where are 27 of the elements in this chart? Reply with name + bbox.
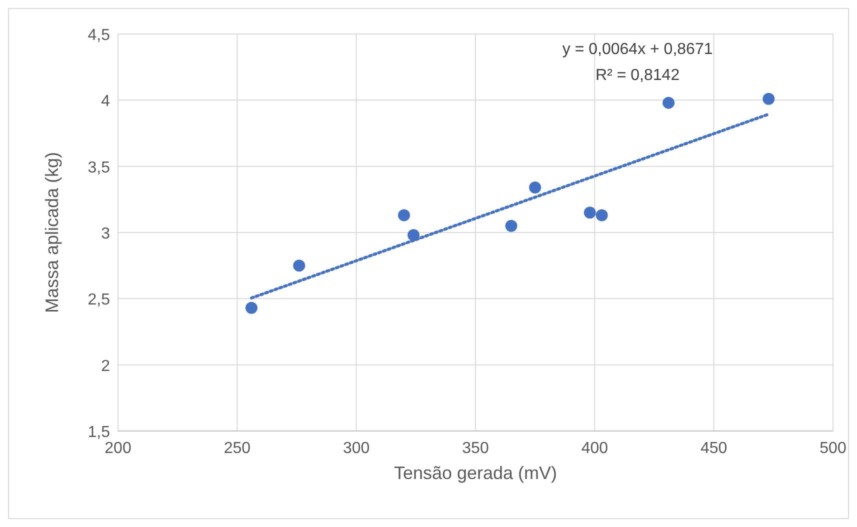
y-tick-label: 2,5: [88, 292, 110, 309]
x-tick-label: 200: [104, 440, 132, 457]
x-tick-label: 500: [820, 440, 846, 457]
annotation: y = 0,0064x + 0,8671: [562, 40, 713, 58]
annotation: R² = 0,8142: [596, 66, 680, 84]
x-axis-title: Tensão gerada (mV): [394, 463, 558, 483]
point: [762, 92, 775, 105]
x-tick-label: 250: [224, 440, 251, 457]
y-tick-label: 4: [101, 93, 110, 110]
y-tick-label: 3: [101, 226, 110, 242]
y-tick-label: 3,5: [88, 159, 110, 176]
point: [293, 260, 306, 272]
point: [596, 209, 608, 222]
point: [398, 209, 410, 222]
point: [529, 182, 542, 194]
y-axis-title: Massa aplicada (kg): [42, 152, 62, 314]
y-tick-label: 1,5: [88, 424, 110, 441]
point: [662, 96, 675, 109]
point: [584, 206, 596, 219]
x-tick-label: 400: [581, 440, 608, 457]
point: [505, 220, 518, 232]
x-tick-label: 300: [342, 440, 370, 457]
y-tick-label: 4,5: [88, 27, 110, 44]
point: [245, 302, 258, 314]
y-tick-label: 2: [101, 358, 110, 375]
x-tick-label: 350: [462, 440, 489, 457]
x-tick-label: 450: [700, 440, 728, 457]
